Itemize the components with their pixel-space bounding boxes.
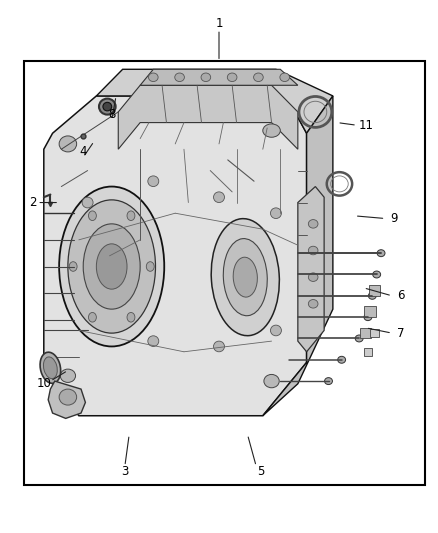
Bar xyxy=(369,285,380,296)
Ellipse shape xyxy=(43,357,57,378)
Ellipse shape xyxy=(214,192,224,203)
Text: 1: 1 xyxy=(215,18,223,30)
Ellipse shape xyxy=(214,341,224,352)
Ellipse shape xyxy=(68,200,155,333)
Bar xyxy=(360,328,371,338)
Bar xyxy=(364,348,372,356)
Ellipse shape xyxy=(148,176,159,187)
Text: 3: 3 xyxy=(121,465,128,478)
Ellipse shape xyxy=(308,273,318,281)
Polygon shape xyxy=(140,69,298,85)
Ellipse shape xyxy=(263,124,280,137)
Ellipse shape xyxy=(280,73,290,82)
Ellipse shape xyxy=(99,99,116,115)
Ellipse shape xyxy=(146,262,154,271)
Text: 10: 10 xyxy=(36,377,51,390)
Ellipse shape xyxy=(88,312,96,322)
Ellipse shape xyxy=(103,102,112,111)
Polygon shape xyxy=(48,381,85,418)
Ellipse shape xyxy=(377,249,385,257)
Ellipse shape xyxy=(264,374,279,388)
Ellipse shape xyxy=(308,220,318,228)
Ellipse shape xyxy=(325,377,332,385)
Ellipse shape xyxy=(148,73,158,82)
Bar xyxy=(364,306,376,317)
Ellipse shape xyxy=(270,208,281,219)
Text: 7: 7 xyxy=(397,327,405,340)
Ellipse shape xyxy=(223,239,267,316)
Ellipse shape xyxy=(96,244,127,289)
Ellipse shape xyxy=(233,257,258,297)
Ellipse shape xyxy=(338,357,346,364)
Ellipse shape xyxy=(60,369,76,383)
Text: 2: 2 xyxy=(29,196,37,209)
Polygon shape xyxy=(263,96,333,416)
Ellipse shape xyxy=(211,219,279,336)
Text: 9: 9 xyxy=(390,212,398,225)
Ellipse shape xyxy=(368,292,376,300)
Polygon shape xyxy=(96,69,333,133)
Ellipse shape xyxy=(373,271,381,278)
Ellipse shape xyxy=(127,312,135,322)
Ellipse shape xyxy=(82,197,93,208)
Ellipse shape xyxy=(83,224,140,309)
Text: 8: 8 xyxy=(108,108,115,121)
Ellipse shape xyxy=(364,313,372,320)
Ellipse shape xyxy=(127,211,135,221)
Ellipse shape xyxy=(308,246,318,255)
Ellipse shape xyxy=(227,73,237,82)
Ellipse shape xyxy=(59,187,164,346)
Text: 11: 11 xyxy=(358,119,373,132)
Bar xyxy=(370,329,379,337)
Ellipse shape xyxy=(40,352,61,383)
Polygon shape xyxy=(118,85,298,149)
Ellipse shape xyxy=(175,73,184,82)
Ellipse shape xyxy=(69,262,77,271)
Bar xyxy=(24,61,425,485)
Ellipse shape xyxy=(308,300,318,308)
Ellipse shape xyxy=(355,335,363,342)
Ellipse shape xyxy=(88,211,96,221)
Text: 5: 5 xyxy=(257,465,264,478)
Ellipse shape xyxy=(59,136,77,152)
Text: 4: 4 xyxy=(79,146,87,158)
Ellipse shape xyxy=(270,325,281,336)
Ellipse shape xyxy=(148,336,159,346)
Polygon shape xyxy=(44,96,307,416)
Ellipse shape xyxy=(254,73,263,82)
Ellipse shape xyxy=(59,389,77,405)
Ellipse shape xyxy=(201,73,211,82)
Text: 6: 6 xyxy=(397,289,405,302)
Polygon shape xyxy=(298,187,324,352)
